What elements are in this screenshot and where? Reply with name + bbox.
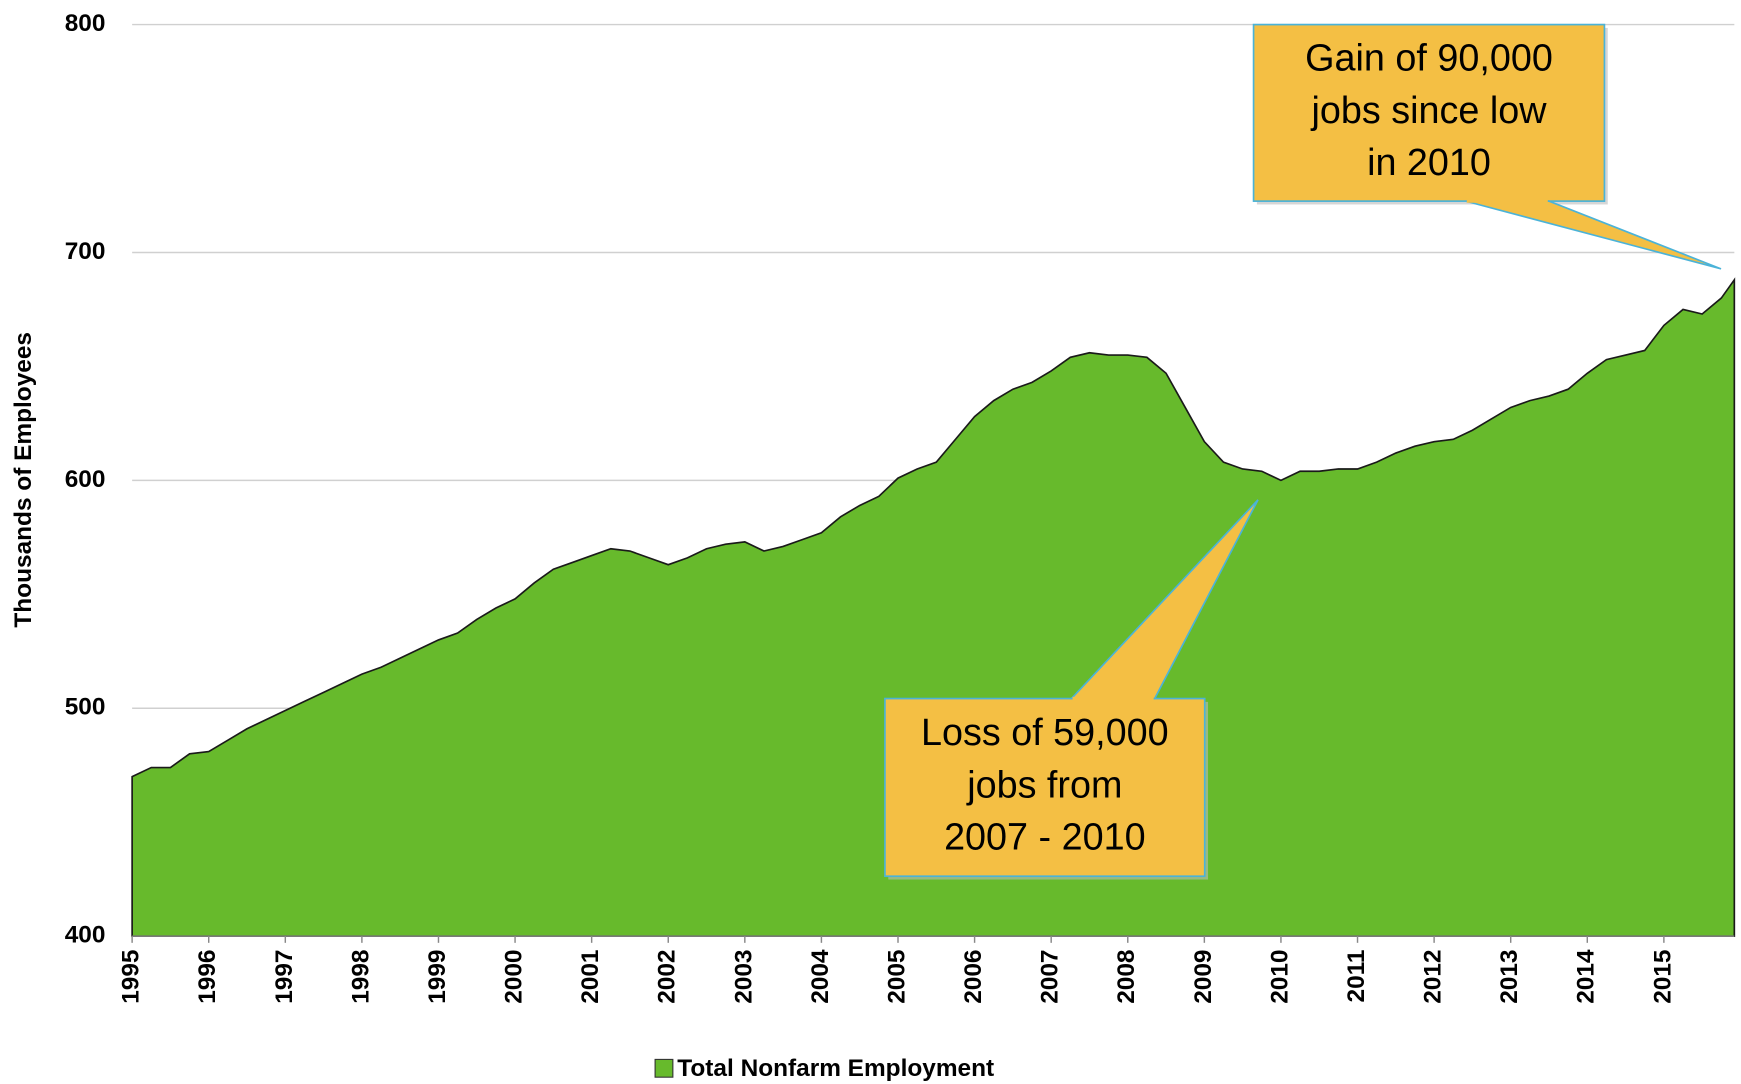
x-tick-label: 2009 [1190,949,1217,1003]
x-tick-label: 1995 [118,949,145,1003]
y-tick-label: 500 [65,694,106,721]
legend-label: Total Nonfarm Employment [677,1055,994,1082]
x-tick-label: 1997 [271,949,298,1003]
callout-text: in 2010 [1367,141,1491,183]
x-tick-label: 2010 [1266,949,1293,1003]
x-tick-label: 2011 [1343,949,1370,1002]
x-tick-label: 2007 [1037,949,1064,1003]
x-tick-label: 2002 [654,949,681,1003]
callout-text: jobs since low [1310,89,1547,131]
x-tick-label: 1996 [194,949,221,1003]
callout-text: 2007 - 2010 [944,816,1146,858]
callout-box [1252,23,1606,202]
callout-text: Gain of 90,000 [1305,37,1553,79]
x-tick-label: 2000 [501,949,528,1003]
x-tick-label: 2014 [1573,949,1600,1004]
area [131,277,1736,938]
x-tick-label: 2012 [1420,949,1447,1003]
x-tick-label: 2013 [1496,949,1523,1003]
y-tick-label: 700 [65,238,106,265]
x-tick-label: 2015 [1649,949,1676,1003]
y-tick-label: 400 [65,922,106,949]
y-axis-label: Thousands of Employees [10,332,37,628]
callout-text: jobs from [966,763,1122,805]
callout-text: Loss of 59,000 [921,711,1169,753]
x-tick-label: 1999 [424,949,451,1003]
x-tick-label: 1998 [347,949,374,1003]
callout: Gain of 90,000 jobs since low in 2010 [1252,23,1722,270]
x-tick-label: 2006 [960,949,987,1003]
x-tick-label: 2008 [1113,949,1140,1003]
x-tick-label: 2001 [577,949,604,1003]
y-tick-label: 600 [65,466,106,493]
x-tick-label: 2005 [883,949,910,1003]
legend-swatch [654,1058,674,1078]
x-tick-label: 2003 [730,949,757,1003]
x-tick-label: 2004 [807,949,834,1004]
callout-pointer [1465,200,1722,270]
y-tick-label: 800 [65,10,106,37]
callout: Loss of 59,000 jobs from 2007 - 2010 [884,499,1259,880]
callout-box [884,697,1206,878]
